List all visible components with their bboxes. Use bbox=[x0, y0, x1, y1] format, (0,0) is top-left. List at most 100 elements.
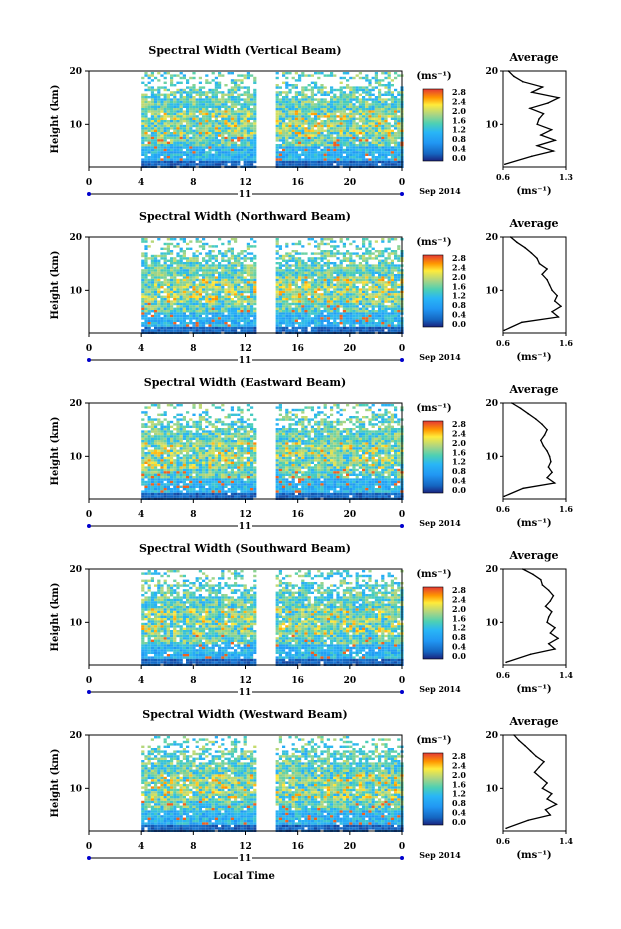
average-point bbox=[546, 621, 548, 624]
average-point bbox=[560, 305, 562, 308]
average-point bbox=[549, 632, 552, 634]
average-point bbox=[531, 155, 533, 158]
y-axis-label: Height (km) bbox=[50, 85, 61, 154]
average-point bbox=[540, 134, 542, 136]
average-point bbox=[557, 316, 560, 318]
colorbar-tick-label: 0.4 bbox=[452, 144, 466, 154]
average-point bbox=[551, 310, 553, 313]
colorbar-tick-label: 0.4 bbox=[452, 808, 466, 818]
average-point bbox=[513, 734, 515, 736]
average-point bbox=[541, 584, 544, 586]
x-tick-label: 12 bbox=[239, 842, 252, 852]
average-point bbox=[513, 75, 515, 78]
day-end-marker bbox=[400, 192, 404, 196]
x-tick-label: 12 bbox=[239, 344, 252, 354]
x-tick-label: 16 bbox=[291, 676, 304, 686]
colorbar-tick-label: 0.8 bbox=[452, 798, 466, 808]
average-point bbox=[548, 455, 551, 458]
average-point bbox=[533, 771, 536, 774]
day-label: 11 bbox=[239, 854, 252, 864]
day-label: 11 bbox=[239, 356, 252, 366]
average-point bbox=[503, 329, 506, 332]
average-y-tick-label: 20 bbox=[485, 399, 498, 409]
average-point bbox=[535, 755, 537, 758]
average-point bbox=[553, 482, 556, 484]
average-point bbox=[541, 787, 544, 790]
average-x-tick-label: 0.6 bbox=[496, 504, 510, 514]
colorbar-tick-label: 2.4 bbox=[452, 428, 466, 438]
colorbar-tick-label: 2.0 bbox=[452, 272, 466, 282]
average-unit: (ms⁻¹) bbox=[516, 352, 551, 363]
colorbar-unit: (ms⁻¹) bbox=[416, 71, 451, 82]
x-tick-label: 20 bbox=[344, 178, 357, 188]
average-profile-line bbox=[504, 70, 561, 165]
average-point bbox=[511, 402, 513, 404]
average-y-tick-label: 20 bbox=[485, 67, 498, 77]
colorbar-tick-label: 2.0 bbox=[452, 604, 466, 614]
y-axis-label: Height (km) bbox=[50, 749, 61, 818]
colorbar-tick-label: 1.2 bbox=[452, 457, 466, 467]
day-start-marker bbox=[87, 358, 91, 362]
average-x-tick-label: 0.6 bbox=[496, 338, 510, 348]
average-x-tick-label: 1.6 bbox=[559, 504, 573, 514]
x-tick-label: 0 bbox=[86, 178, 92, 188]
average-y-tick-label: 20 bbox=[485, 731, 498, 741]
average-point bbox=[552, 594, 555, 597]
colorbar-tick-label: 2.4 bbox=[452, 760, 466, 770]
colorbar-tick-label: 2.8 bbox=[452, 419, 466, 429]
average-profile-line bbox=[504, 402, 557, 497]
day-end-marker bbox=[400, 358, 404, 362]
x-tick-label: 0 bbox=[399, 344, 405, 354]
average-y-tick-label: 20 bbox=[485, 233, 498, 243]
average-x-tick-label: 1.4 bbox=[559, 670, 573, 680]
average-point bbox=[551, 471, 553, 474]
y-tick-label: 10 bbox=[69, 286, 82, 296]
day-label: 11 bbox=[239, 522, 252, 532]
average-y-tick-label: 10 bbox=[485, 618, 498, 628]
panel-1: Spectral Width (Northward Beam) 20 10 Heigh… bbox=[50, 210, 573, 366]
colorbar-tick-label: 1.2 bbox=[452, 623, 466, 633]
colorbar-tick-label: 0.8 bbox=[452, 300, 466, 310]
average-point bbox=[556, 294, 558, 297]
colorbar bbox=[422, 254, 444, 328]
colorbar bbox=[422, 420, 444, 494]
colorbar-tick-label: 2.8 bbox=[452, 585, 466, 595]
panel-2: Spectral Width (Eastward Beam) 20 10 Height… bbox=[50, 376, 573, 532]
average-point bbox=[535, 418, 537, 420]
average-point bbox=[549, 600, 552, 602]
average-y-tick-label: 10 bbox=[485, 784, 498, 794]
x-tick-label: 0 bbox=[86, 842, 92, 852]
y-tick-label: 20 bbox=[69, 67, 82, 77]
colorbar bbox=[422, 752, 444, 826]
average-y-tick-label: 10 bbox=[485, 120, 498, 130]
day-label: 11 bbox=[239, 190, 252, 200]
average-point bbox=[543, 760, 545, 763]
average-x-tick-label: 0.6 bbox=[496, 836, 510, 846]
x-tick-label: 0 bbox=[86, 676, 92, 686]
average-point bbox=[538, 262, 541, 265]
average-unit: (ms⁻¹) bbox=[516, 518, 551, 529]
average-point bbox=[548, 284, 551, 286]
heatmap-cells bbox=[141, 72, 404, 168]
x-tick-label: 12 bbox=[239, 178, 252, 188]
panel-title: Spectral Width (Southward Beam) bbox=[139, 542, 351, 555]
x-tick-label: 20 bbox=[344, 510, 357, 520]
day-start-marker bbox=[87, 192, 91, 196]
x-tick-label: 4 bbox=[138, 676, 144, 686]
average-point bbox=[522, 487, 524, 490]
y-tick-label: 20 bbox=[69, 731, 82, 741]
x-tick-label: 16 bbox=[291, 178, 304, 188]
date-label: Sep 2014 bbox=[419, 518, 461, 528]
day-label: 11 bbox=[239, 688, 252, 698]
average-point bbox=[558, 96, 560, 99]
colorbar-unit: (ms⁻¹) bbox=[416, 237, 451, 248]
colorbar-tick-label: 0.0 bbox=[452, 817, 466, 827]
average-point bbox=[529, 107, 531, 110]
colorbar-tick-label: 1.2 bbox=[452, 125, 466, 135]
y-tick-label: 20 bbox=[69, 565, 82, 575]
colorbar-unit: (ms⁻¹) bbox=[416, 403, 451, 414]
heatmap-cells bbox=[141, 404, 404, 500]
colorbar-tick-label: 0.4 bbox=[452, 642, 466, 652]
day-start-marker bbox=[87, 524, 91, 528]
average-point bbox=[542, 112, 545, 115]
